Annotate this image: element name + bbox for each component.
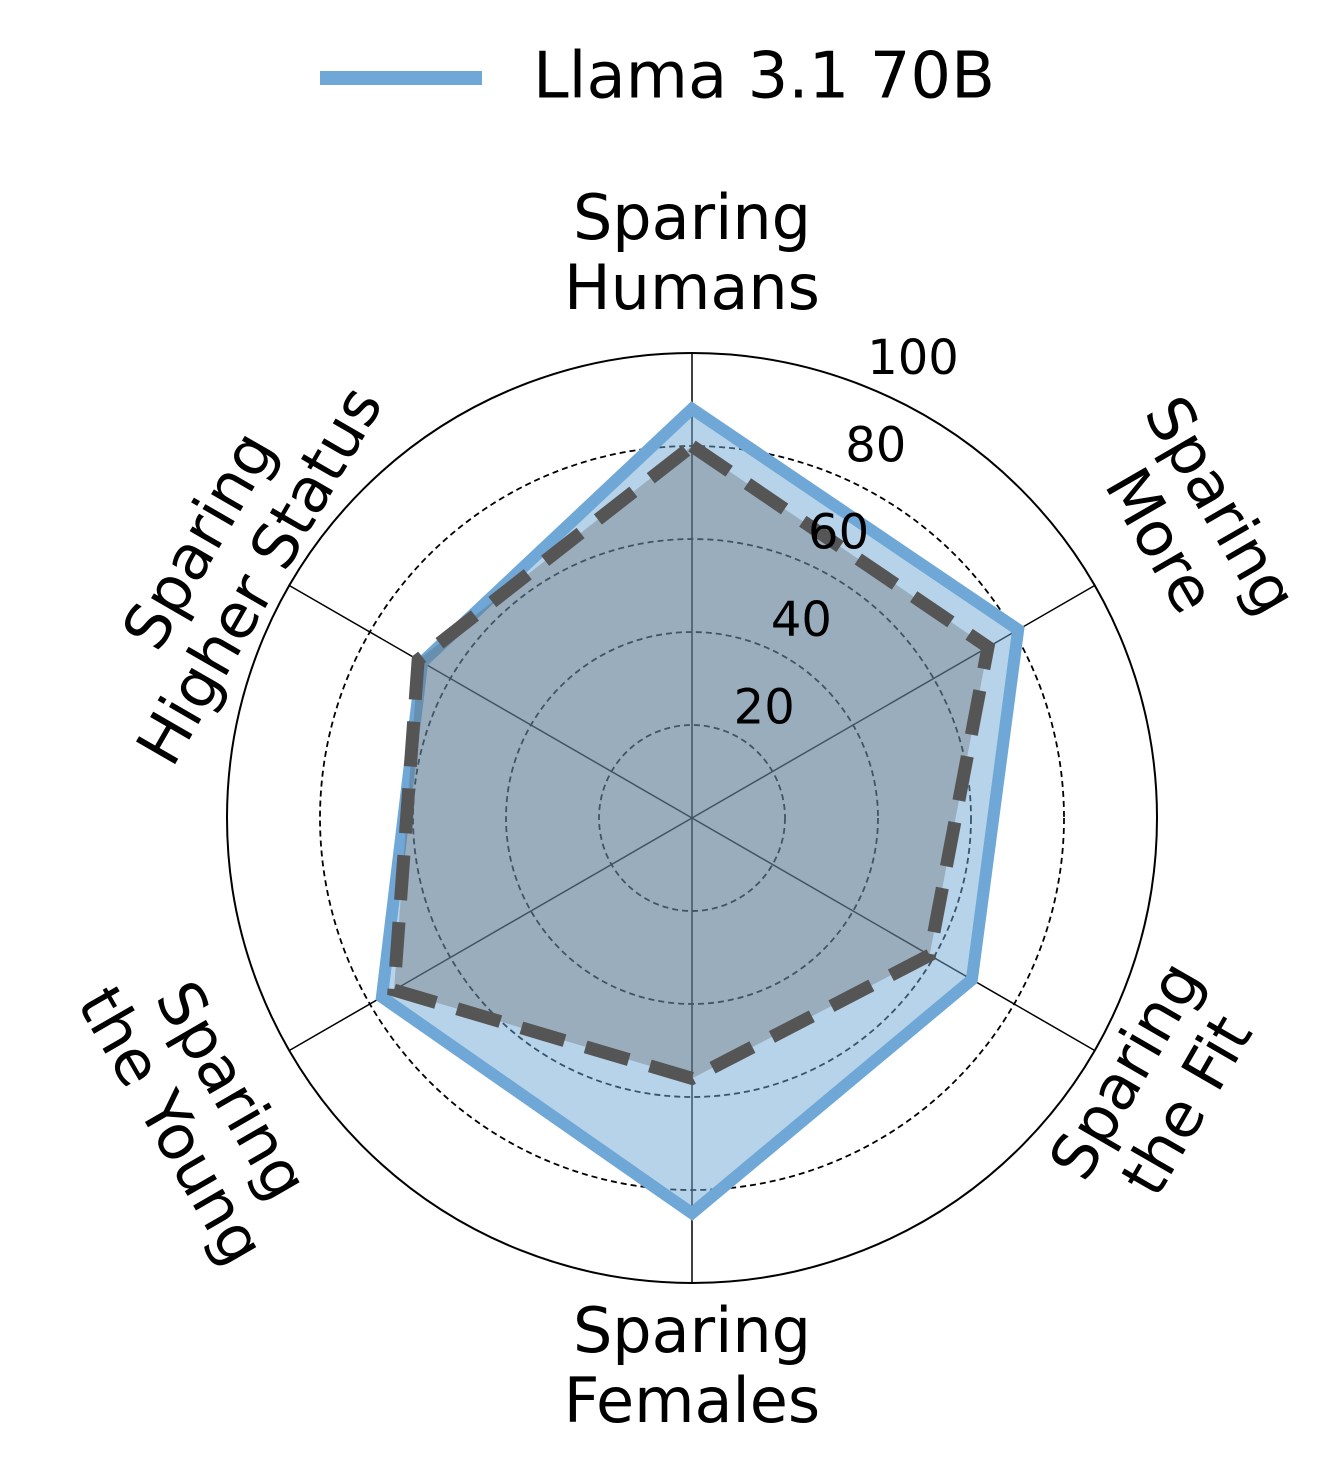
category-label: SparingHigher Status [61,339,397,777]
legend-label: Llama 3.1 70B [533,40,995,114]
reference-area [387,437,996,1086]
category-label: Sparing Humans [564,181,820,324]
category-label: SparingMore [1069,384,1312,662]
r-tick-label: 100 [867,330,959,386]
r-tick-label: 20 [734,680,795,736]
category-label: Sparing Females [564,1294,820,1437]
grid-ring [226,352,1158,1284]
r-tick-label: 80 [845,417,906,473]
r-tick-label: 40 [771,592,832,648]
category-label: Sparingthe Young [63,939,340,1276]
r-tick-label: 60 [808,505,869,561]
